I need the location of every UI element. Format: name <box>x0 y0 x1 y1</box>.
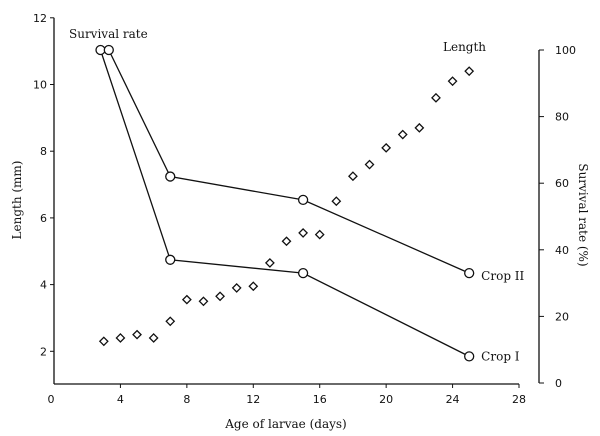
series-line-crop-ii <box>108 49 470 274</box>
survival-rate-annotation: Survival rate <box>69 27 148 41</box>
y-right-tick-label: 40 <box>555 244 569 257</box>
length-point <box>198 296 209 307</box>
x-tick-label: 0 <box>48 393 55 406</box>
length-point <box>132 329 142 340</box>
survival-point <box>464 267 475 279</box>
y-left-tick-label: 10 <box>33 79 47 92</box>
length-point <box>215 291 225 302</box>
survival-point <box>297 194 309 206</box>
y-left-tick-label: 2 <box>40 345 47 358</box>
length-point <box>181 294 192 305</box>
length-point <box>264 258 275 268</box>
survival-point <box>297 267 309 279</box>
length-point <box>298 227 309 238</box>
length-point <box>115 333 126 343</box>
marks: Crop I Crop II <box>95 44 525 363</box>
length-point <box>165 316 176 327</box>
series-label: Crop I <box>481 349 520 363</box>
x-tick-label: 24 <box>446 393 460 406</box>
series-label: Crop II <box>481 269 524 283</box>
y-left-tick-label: 12 <box>33 12 47 25</box>
survival-point <box>95 44 106 56</box>
x-tick-label: 12 <box>246 393 260 406</box>
length-point <box>231 283 242 293</box>
x-tick-label: 4 <box>117 393 124 406</box>
survival-point <box>464 351 475 362</box>
x-tick-label: 28 <box>512 393 526 406</box>
length-point <box>98 336 109 347</box>
length-point <box>447 76 458 87</box>
y-axis-left-label: Length (mm) <box>10 161 24 240</box>
length-annotation: Length <box>443 40 486 54</box>
length-point <box>281 236 292 247</box>
length-point <box>331 196 342 207</box>
series-line-crop-i <box>99 49 470 357</box>
survival-point <box>165 171 176 182</box>
y-right-tick-label: 60 <box>555 177 569 190</box>
y-left-tick-label: 6 <box>40 212 47 225</box>
x-axis-label: Age of larvae (days) <box>224 417 346 431</box>
length-point <box>397 129 408 140</box>
y-right-tick-label: 0 <box>555 377 562 390</box>
x-tick-label: 8 <box>183 393 190 406</box>
survival-point <box>103 44 114 56</box>
y-right-tick-label: 20 <box>555 310 569 323</box>
length-point <box>414 122 425 133</box>
length-point <box>381 142 392 153</box>
y-left-tick-label: 8 <box>40 145 47 158</box>
length-point <box>248 281 259 292</box>
length-point <box>314 229 325 240</box>
y-left-tick-label: 4 <box>40 279 47 292</box>
x-tick-label: 20 <box>379 393 393 406</box>
y-right-tick-label: 100 <box>555 44 576 57</box>
y-axis-right-label: Survival rate (%) <box>576 163 590 266</box>
y-right-tick-label: 80 <box>555 111 569 124</box>
survival-point <box>165 254 176 265</box>
length-point <box>348 171 358 182</box>
length-point <box>464 66 475 77</box>
length-point <box>431 92 441 103</box>
length-point <box>148 333 159 343</box>
length-point <box>364 159 375 170</box>
x-tick-label: 16 <box>313 393 327 406</box>
